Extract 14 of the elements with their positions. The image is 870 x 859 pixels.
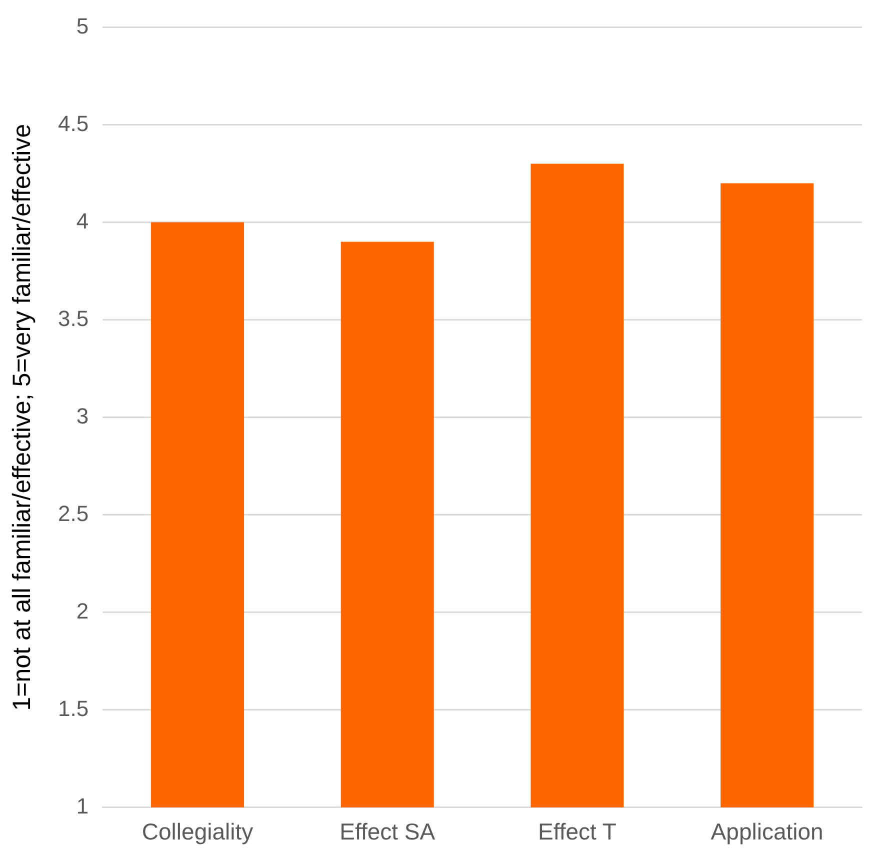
x-tick-label: Application — [710, 818, 824, 845]
y-tick-label: 3.5 — [58, 306, 89, 331]
x-tick-label: Effect T — [538, 818, 616, 845]
y-tick-label: 5 — [76, 13, 89, 38]
x-tick-label: Effect SA — [340, 818, 436, 845]
y-tick-label: 2.5 — [58, 500, 89, 526]
y-tick-label: 4 — [76, 208, 89, 234]
y-tick-label: 1 — [76, 793, 89, 818]
y-axis-title: 1=not at all familiar/effective; 5=very familiar/effective — [8, 124, 36, 711]
y-tick-label: 4.5 — [58, 110, 89, 136]
x-tick-label: Collegiality — [142, 818, 254, 845]
y-tick-label: 1.5 — [58, 696, 89, 721]
y-tick-label: 3 — [76, 403, 89, 428]
y-tick-label: 2 — [76, 598, 89, 624]
